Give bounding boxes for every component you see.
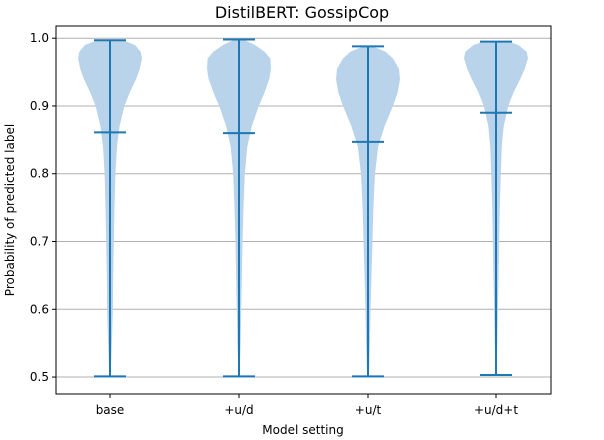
x-tick-label: +u/t [355,403,382,417]
grid-layer [56,37,551,378]
plot-frame [55,25,552,395]
y-tick-label: 0.6 [30,302,49,316]
y-tick-label: 0.7 [30,235,49,249]
y-ticks: 0.5 0.6 0.7 0.8 0.9 1.0 [30,31,56,384]
x-tick-label: +u/d+t [474,403,518,417]
y-tick-label: 0.5 [30,370,49,384]
violin-layer [78,38,528,378]
y-axis-label: Probability of predicted label [3,124,17,296]
x-tick-label: +u/d [224,403,253,417]
y-tick-label: 0.9 [30,99,49,113]
chart-title: DistilBERT: GossipCop [215,3,389,22]
x-tick-label: base [96,403,125,417]
x-ticks: base +u/d +u/t +u/d+t [96,394,518,417]
y-tick-label: 1.0 [30,31,49,45]
x-axis-label: Model setting [262,423,343,437]
y-tick-label: 0.8 [30,167,49,181]
